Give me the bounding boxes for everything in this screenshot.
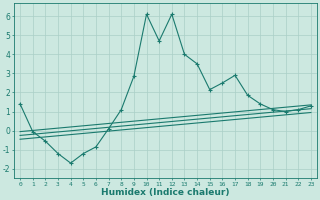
X-axis label: Humidex (Indice chaleur): Humidex (Indice chaleur) <box>101 188 230 197</box>
